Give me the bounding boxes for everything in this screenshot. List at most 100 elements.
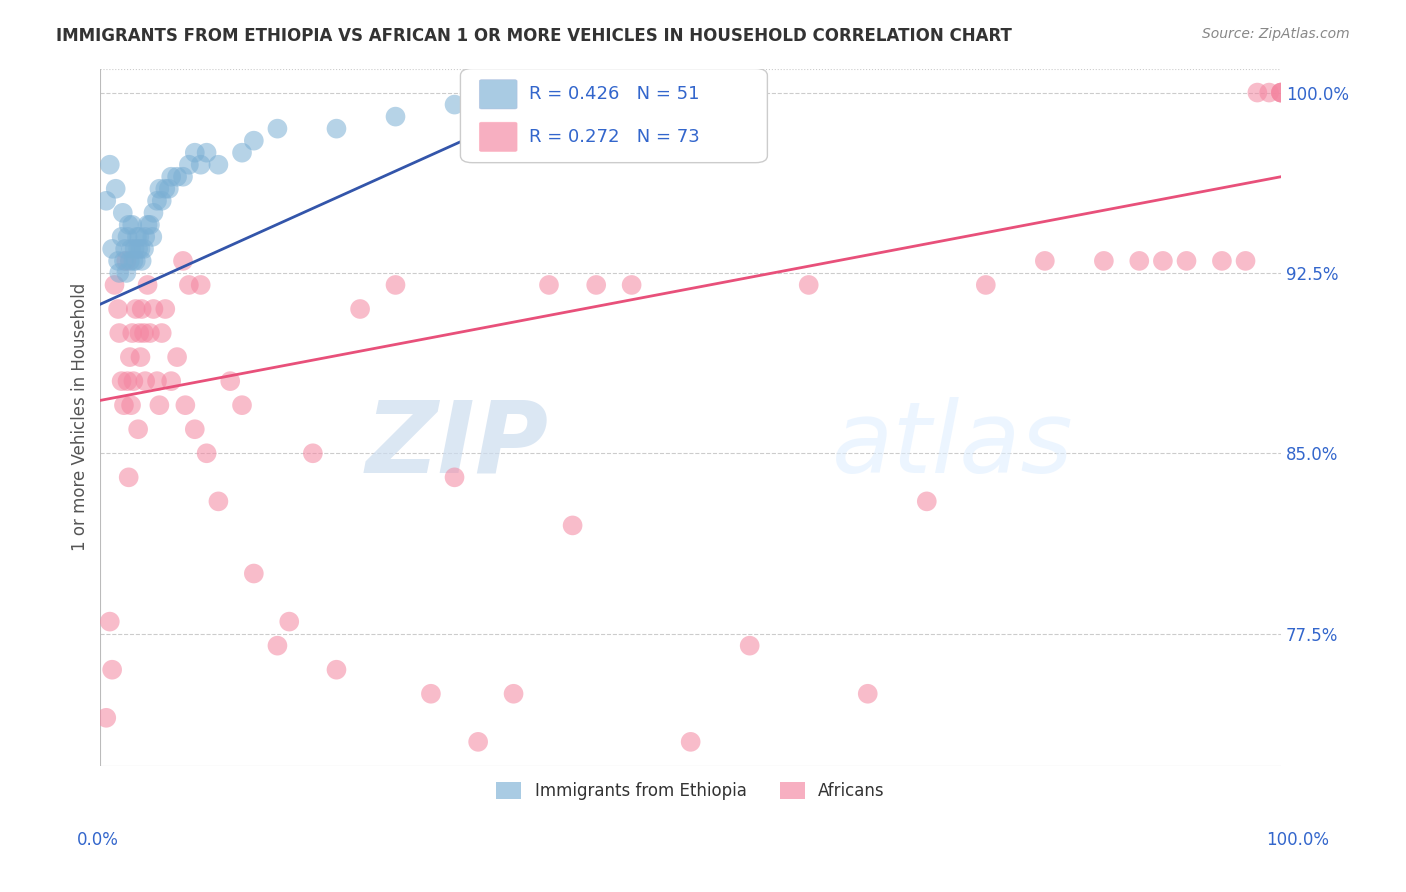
Point [98, 615, 121, 629]
Point [110, 230, 132, 244]
Point [443, 97, 465, 112]
Point [98, 158, 121, 172]
Point [110, 374, 132, 388]
Point [139, 218, 162, 232]
Point [160, 169, 183, 184]
Point [243, 134, 266, 148]
Point [1033, 253, 1056, 268]
Point [166, 350, 188, 364]
Text: Source: ZipAtlas.com: Source: ZipAtlas.com [1202, 27, 1350, 41]
Point [467, 735, 489, 749]
Text: atlas: atlas [832, 397, 1074, 493]
Point [302, 446, 325, 460]
Point [207, 158, 229, 172]
Point [349, 301, 371, 316]
Point [184, 422, 207, 436]
Point [974, 277, 997, 292]
Point [174, 398, 197, 412]
Point [129, 242, 152, 256]
Point [136, 218, 159, 232]
Point [195, 145, 218, 160]
Point [118, 218, 141, 232]
Point [125, 230, 148, 244]
Point [120, 398, 142, 412]
Point [1246, 86, 1268, 100]
Point [129, 350, 152, 364]
Point [160, 374, 183, 388]
Point [125, 301, 148, 316]
Point [231, 398, 253, 412]
Point [122, 374, 145, 388]
Point [117, 374, 139, 388]
Point [384, 110, 406, 124]
Point [738, 639, 761, 653]
Point [219, 374, 242, 388]
Point [124, 242, 146, 256]
Text: R = 0.272   N = 73: R = 0.272 N = 73 [529, 128, 700, 146]
Point [537, 277, 560, 292]
Point [122, 253, 145, 268]
FancyBboxPatch shape [479, 122, 517, 152]
Point [184, 145, 207, 160]
Point [115, 266, 138, 280]
Point [101, 663, 124, 677]
Point [231, 145, 253, 160]
Point [127, 422, 149, 436]
Point [1092, 253, 1115, 268]
Point [384, 277, 406, 292]
Point [134, 374, 156, 388]
Point [127, 242, 149, 256]
Point [1270, 86, 1292, 100]
FancyBboxPatch shape [460, 69, 768, 162]
Point [104, 182, 127, 196]
Point [118, 350, 141, 364]
Point [136, 277, 159, 292]
Point [419, 687, 441, 701]
Point [134, 230, 156, 244]
Point [150, 194, 173, 208]
Point [112, 253, 135, 268]
Point [1270, 86, 1292, 100]
Point [146, 374, 169, 388]
Point [121, 326, 143, 340]
Point [117, 230, 139, 244]
Point [797, 277, 820, 292]
Point [103, 277, 125, 292]
Point [1152, 253, 1174, 268]
Point [190, 158, 212, 172]
Point [107, 253, 129, 268]
Point [325, 663, 347, 677]
Point [96, 711, 118, 725]
Point [266, 639, 288, 653]
Point [132, 242, 155, 256]
Point [128, 230, 150, 244]
Point [146, 194, 169, 208]
Point [142, 206, 165, 220]
Point [278, 615, 301, 629]
Legend: Immigrants from Ethiopia, Africans: Immigrants from Ethiopia, Africans [489, 775, 891, 806]
Point [679, 735, 702, 749]
Point [107, 301, 129, 316]
Text: R = 0.426   N = 51: R = 0.426 N = 51 [529, 86, 699, 103]
Point [443, 470, 465, 484]
Point [108, 266, 131, 280]
Text: 100.0%: 100.0% [1265, 831, 1329, 849]
Point [166, 169, 188, 184]
Point [125, 253, 148, 268]
Point [620, 277, 643, 292]
Point [118, 253, 141, 268]
Point [118, 470, 141, 484]
Text: IMMIGRANTS FROM ETHIOPIA VS AFRICAN 1 OR MORE VEHICLES IN HOUSEHOLD CORRELATION : IMMIGRANTS FROM ETHIOPIA VS AFRICAN 1 OR… [56, 27, 1012, 45]
Point [177, 277, 200, 292]
Point [112, 398, 135, 412]
Point [155, 182, 177, 196]
Point [115, 253, 138, 268]
Point [561, 518, 583, 533]
Point [243, 566, 266, 581]
Point [96, 194, 118, 208]
Point [1128, 253, 1150, 268]
Point [502, 687, 524, 701]
Point [157, 182, 180, 196]
Point [121, 218, 143, 232]
Point [148, 182, 170, 196]
